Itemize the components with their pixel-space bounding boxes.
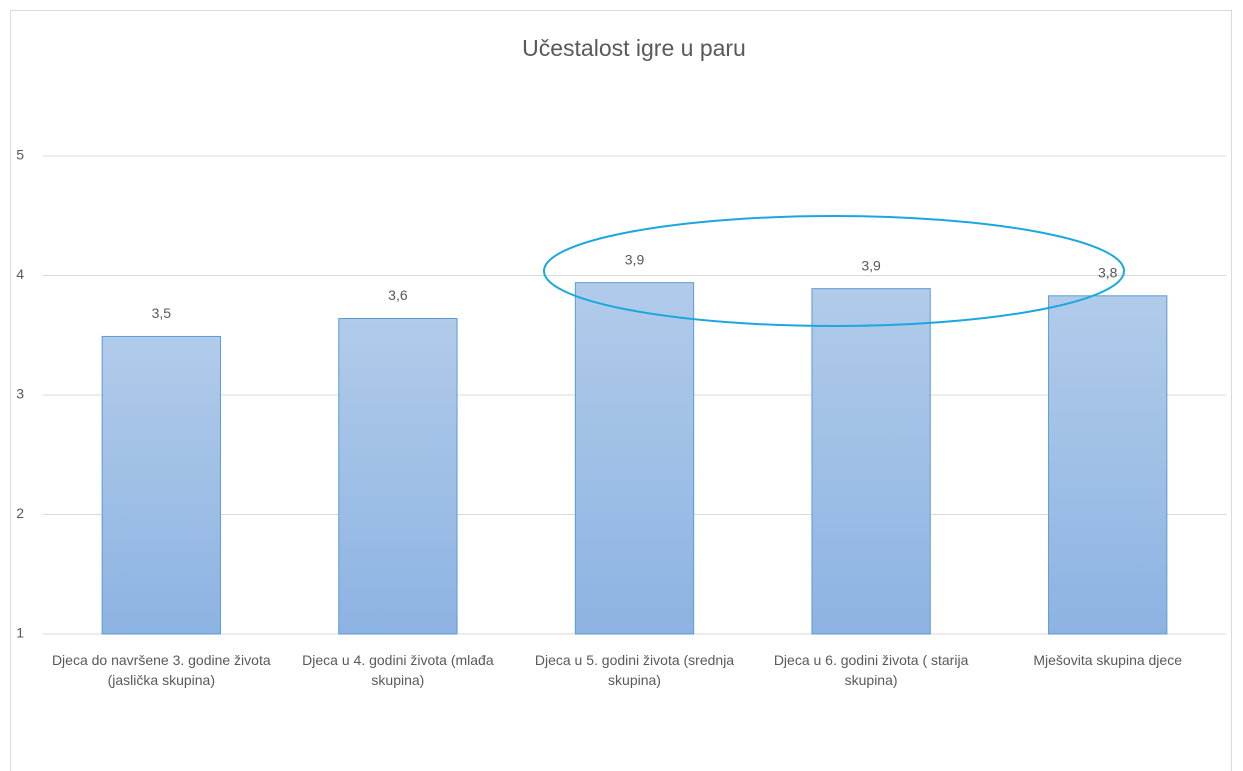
y-tick-label: 1 bbox=[16, 625, 24, 641]
bar bbox=[338, 318, 458, 635]
y-tick-label: 5 bbox=[16, 147, 24, 163]
bar bbox=[574, 282, 695, 635]
x-tick-label: Djeca u 4. godini života (mlađa skupina) bbox=[302, 652, 494, 688]
highlight-ellipse bbox=[543, 215, 1125, 327]
x-tick-label: Djeca u 6. godini života ( starija skupi… bbox=[773, 652, 969, 688]
y-tick-label: 3 bbox=[16, 386, 24, 402]
y-tick-label: 2 bbox=[16, 505, 24, 521]
x-tick-label: Djeca do navršene 3. godine života (jasl… bbox=[51, 652, 271, 688]
data-label: 3,5 bbox=[152, 305, 172, 321]
y-tick-label: 4 bbox=[16, 266, 24, 282]
data-label: 3,9 bbox=[625, 251, 645, 267]
x-tick-label: Mješovita skupina djece bbox=[1033, 652, 1182, 668]
bar bbox=[811, 288, 931, 635]
x-tick-label: Djeca u 5. godini života (srednja skupin… bbox=[534, 652, 735, 688]
chart-title: Učestalost igre u paru bbox=[522, 35, 746, 61]
bar bbox=[1048, 295, 1168, 635]
data-label: 3,9 bbox=[861, 257, 881, 273]
data-label: 3,8 bbox=[1098, 265, 1118, 281]
data-label: 3,6 bbox=[388, 287, 408, 303]
bar bbox=[101, 335, 221, 635]
